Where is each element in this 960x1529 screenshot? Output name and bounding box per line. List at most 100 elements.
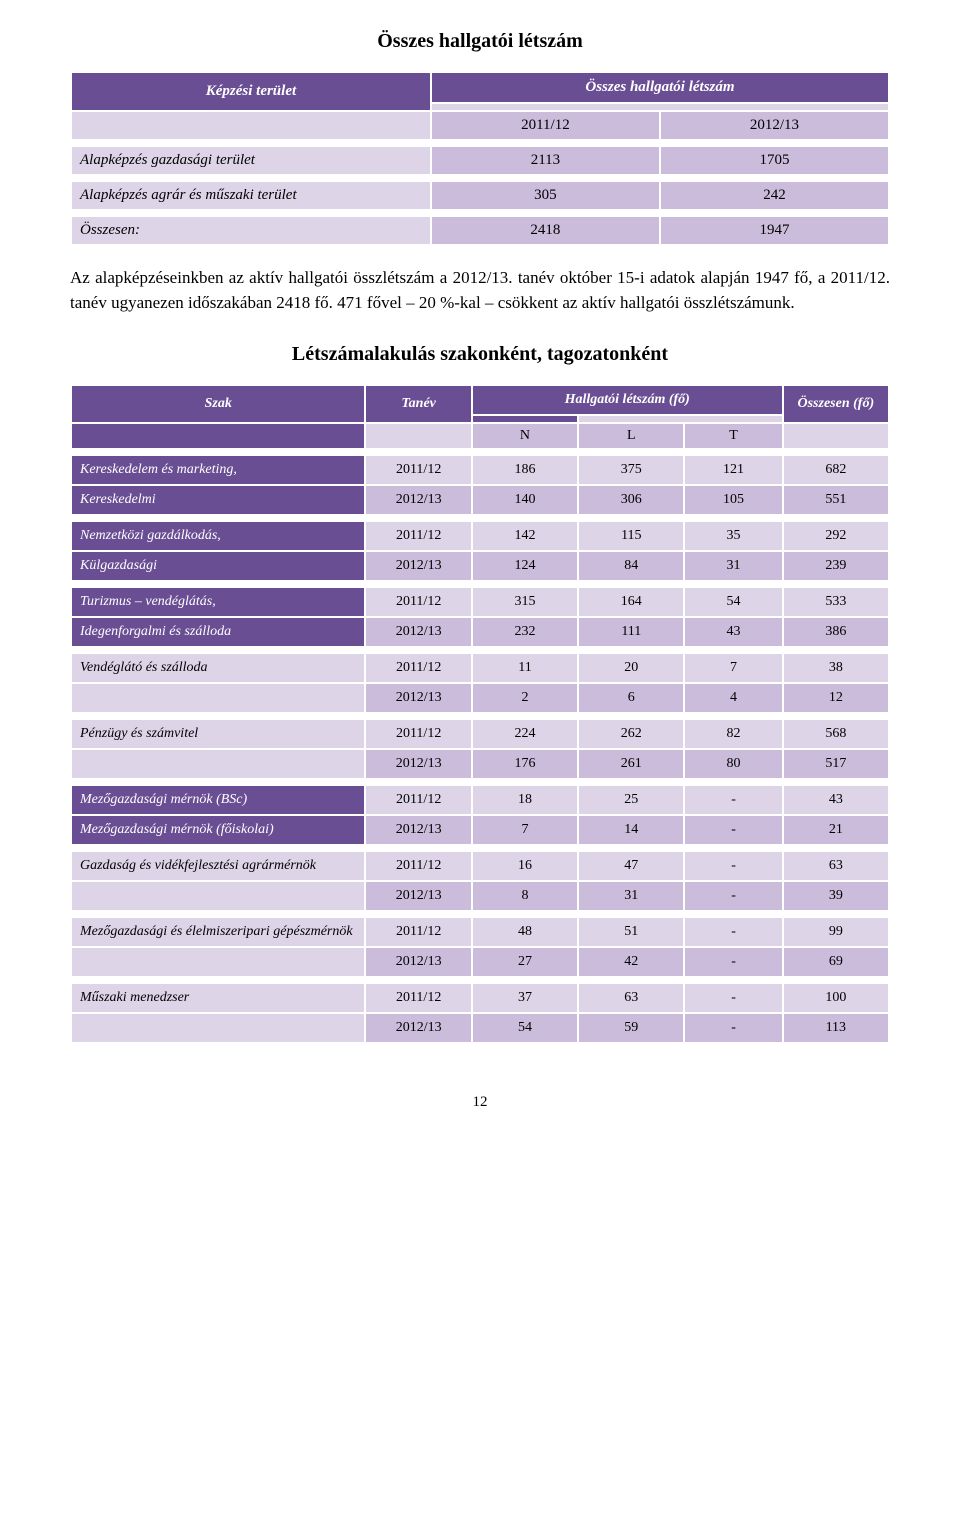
t2-spacer [71, 423, 365, 449]
t2-row-value: 121 [684, 455, 782, 485]
t1-row-label: Összesen: [71, 216, 431, 245]
t2-row-label: Nemzetközi gazdálkodás, [71, 521, 365, 551]
t2-row-value: 113 [783, 1013, 889, 1043]
t1-spacer [431, 103, 889, 111]
t2-row-value: 2012/13 [365, 881, 471, 911]
t2-row-value: 80 [684, 749, 782, 779]
t1-row-value: 242 [660, 181, 889, 210]
t2-row-value: 35 [684, 521, 782, 551]
t2-row-value: 4 [684, 683, 782, 713]
t2-row-value: 14 [578, 815, 684, 845]
t2-row-value: 51 [578, 917, 684, 947]
t1-year: 2011/12 [431, 111, 660, 140]
t2-row-value: 7 [684, 653, 782, 683]
t2-row-value: 2011/12 [365, 521, 471, 551]
t2-subcol: N [472, 423, 578, 449]
t2-row-value: 100 [783, 983, 889, 1013]
t2-row-label [71, 749, 365, 779]
t2-row-value: 517 [783, 749, 889, 779]
t2-row-value: 261 [578, 749, 684, 779]
t2-row-value: 37 [472, 983, 578, 1013]
t2-row-value: 82 [684, 719, 782, 749]
t2-row-value: 533 [783, 587, 889, 617]
t2-row-value: 2012/13 [365, 815, 471, 845]
t2-spacer [365, 423, 471, 449]
t2-row-value: 551 [783, 485, 889, 515]
t2-hdr-tanev: Tanév [365, 385, 471, 423]
t2-row-value: 54 [684, 587, 782, 617]
t2-row-value: 38 [783, 653, 889, 683]
t2-row-value: 2011/12 [365, 719, 471, 749]
t2-row-value: 176 [472, 749, 578, 779]
t2-row-value: 2011/12 [365, 785, 471, 815]
t2-row-label: Idegenforgalmi és szálloda [71, 617, 365, 647]
t2-row-value: - [684, 881, 782, 911]
t2-row-value: 47 [578, 851, 684, 881]
t2-hdr-letszam: Hallgatói létszám (fő) [472, 385, 783, 415]
t2-spacer [783, 423, 889, 449]
t2-row-value: 42 [578, 947, 684, 977]
t1-row-label: Alapképzés agrár és műszaki terület [71, 181, 431, 210]
t2-spacer [472, 415, 578, 423]
t2-row-label [71, 1013, 365, 1043]
t2-subcol: T [684, 423, 782, 449]
t2-hdr-ossz: Összesen (fő) [783, 385, 889, 423]
t2-row-value: 2012/13 [365, 1013, 471, 1043]
t2-row-value: 21 [783, 815, 889, 845]
body-paragraph: Az alapképzéseinkben az aktív hallgatói … [70, 266, 890, 315]
t2-row-value: 315 [472, 587, 578, 617]
t2-row-label [71, 947, 365, 977]
t2-row-value: 7 [472, 815, 578, 845]
t2-row-value: 2012/13 [365, 485, 471, 515]
t2-row-label: Vendéglátó és szálloda [71, 653, 365, 683]
t2-row-value: 2011/12 [365, 653, 471, 683]
t2-row-value: 31 [684, 551, 782, 581]
t2-row-value: 39 [783, 881, 889, 911]
summary-table: Képzési terület Összes hallgatói létszám… [70, 71, 890, 246]
t2-row-value: 8 [472, 881, 578, 911]
t2-row-value: 111 [578, 617, 684, 647]
t2-row-label: Mezőgazdasági és élelmiszeripari gépészm… [71, 917, 365, 947]
t2-row-value: - [684, 983, 782, 1013]
t2-row-value: - [684, 815, 782, 845]
t1-row-value: 1947 [660, 216, 889, 245]
t2-row-value: 232 [472, 617, 578, 647]
t2-row-value: 2012/13 [365, 683, 471, 713]
t2-row-label [71, 881, 365, 911]
t1-header-count: Összes hallgatói létszám [431, 72, 889, 103]
t2-row-value: 224 [472, 719, 578, 749]
t2-row-value: 2011/12 [365, 983, 471, 1013]
t2-row-value: 2012/13 [365, 947, 471, 977]
t2-row-value: 16 [472, 851, 578, 881]
t2-row-label: Mezőgazdasági mérnök (BSc) [71, 785, 365, 815]
t1-row-value: 2418 [431, 216, 660, 245]
t2-row-value: 306 [578, 485, 684, 515]
t2-row-value: 292 [783, 521, 889, 551]
t2-row-label: Külgazdasági [71, 551, 365, 581]
t2-row-value: - [684, 1013, 782, 1043]
t2-row-value: 186 [472, 455, 578, 485]
sub-title: Létszámalakulás szakonként, tagozatonkén… [70, 343, 890, 366]
t2-row-value: 43 [684, 617, 782, 647]
t2-row-value: 124 [472, 551, 578, 581]
t2-row-value: 682 [783, 455, 889, 485]
t2-row-value: 2 [472, 683, 578, 713]
t2-row-value: 142 [472, 521, 578, 551]
t2-subcol: L [578, 423, 684, 449]
t2-row-value: 69 [783, 947, 889, 977]
t2-row-value: 25 [578, 785, 684, 815]
t2-hdr-szak: Szak [71, 385, 365, 423]
t2-row-value: - [684, 947, 782, 977]
t2-row-value: 262 [578, 719, 684, 749]
t2-row-value: - [684, 785, 782, 815]
t2-row-label: Gazdaság és vidékfejlesztési agrármérnök [71, 851, 365, 881]
t2-row-value: 2012/13 [365, 551, 471, 581]
t2-row-value: - [684, 851, 782, 881]
t2-row-value: - [684, 917, 782, 947]
t2-row-value: 375 [578, 455, 684, 485]
t2-row-value: 386 [783, 617, 889, 647]
page-number: 12 [70, 1094, 890, 1111]
t1-row-label: Alapképzés gazdasági terület [71, 146, 431, 175]
t2-row-value: 11 [472, 653, 578, 683]
t2-row-value: 59 [578, 1013, 684, 1043]
